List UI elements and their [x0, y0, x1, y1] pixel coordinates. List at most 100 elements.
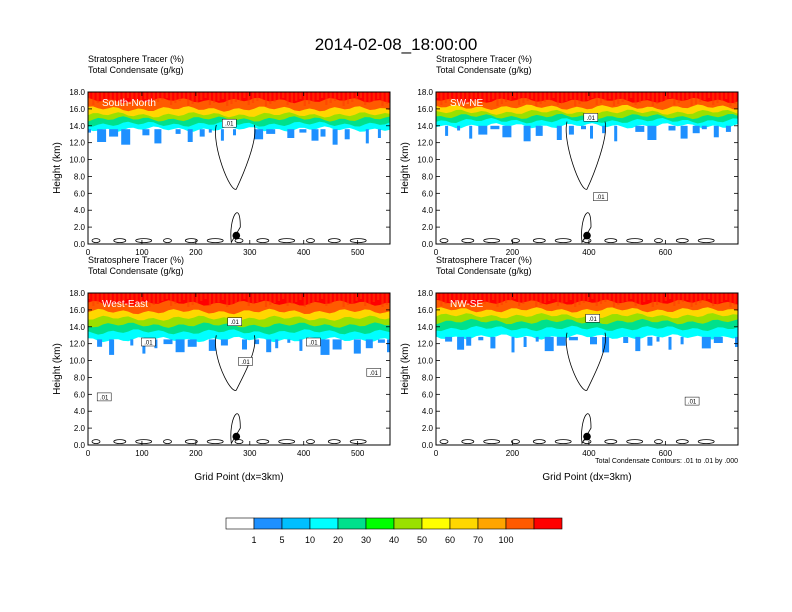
tracer-drip [581, 125, 586, 130]
tracer-streak [161, 293, 164, 301]
contour-line [230, 212, 241, 244]
tracer-streak [152, 293, 155, 305]
tracer-streak [440, 293, 443, 306]
tracer-streak [582, 92, 585, 102]
tracer-streak [677, 92, 680, 103]
tracer-streak [247, 92, 250, 105]
contour-label-box [227, 317, 242, 326]
tracer-streak [213, 293, 216, 304]
x-tick-label: 100 [135, 449, 149, 458]
tracer-streak [677, 293, 680, 304]
tracer-streak [260, 92, 263, 99]
contour-label: .01 [309, 341, 318, 347]
contour-line [234, 238, 244, 244]
contour-line [91, 439, 101, 445]
x-tick-label: 400 [297, 449, 311, 458]
tracer-drip [208, 129, 212, 133]
contour-label: .01 [225, 122, 234, 128]
y-tick-label: 12.0 [69, 340, 85, 349]
tracer-drip [469, 125, 473, 139]
y-tick-label: 0.0 [422, 240, 434, 249]
tracer-streak [707, 92, 710, 98]
panel-name: NW-SE [450, 299, 483, 310]
tracer-streak [647, 92, 650, 99]
panel-subtitle: Stratosphere Tracer (%) [88, 255, 184, 265]
tracer-streak [321, 293, 324, 299]
tracer-streak [487, 92, 490, 101]
tracer-streak [526, 293, 529, 302]
tracer-streak [381, 92, 384, 106]
y-tick-label: 18.0 [417, 289, 433, 298]
tracer-streak [161, 92, 164, 100]
tracer-streak [483, 92, 486, 103]
y-tick-label: 0.0 [422, 441, 434, 450]
tracer-streak [552, 293, 555, 299]
tracer-streak [656, 92, 659, 104]
tracer-streak [239, 92, 242, 100]
tracer-streak [269, 293, 272, 305]
tracer-drip [121, 129, 131, 145]
contour-line [113, 439, 127, 445]
location-marker [583, 231, 591, 240]
tracer-drip [365, 129, 369, 144]
tracer-streak [286, 92, 289, 105]
contour-label-box [583, 113, 599, 122]
tracer-streak [694, 293, 698, 305]
y-tick-label: 0.0 [74, 441, 86, 450]
colorbar-swatch [309, 517, 339, 530]
contour-line [532, 238, 546, 244]
tracer-drip [445, 125, 449, 136]
tracer-streak [195, 293, 199, 303]
contour-line [135, 439, 153, 445]
tracer-streak [105, 293, 108, 300]
tracer-streak [118, 92, 121, 102]
contour-line [511, 238, 520, 244]
tracer-streak [604, 92, 607, 101]
panel-subtitle: Total Condensate (g/kg) [88, 266, 184, 276]
tracer-drip [466, 336, 472, 346]
tracer-drip [187, 339, 197, 347]
tracer-streak [634, 293, 637, 306]
y-tick-label: 2.0 [422, 424, 434, 433]
tracer-drip [668, 336, 672, 350]
tracer-streak [444, 293, 447, 304]
tracer-streak [239, 293, 242, 301]
tracer-streak [351, 293, 354, 303]
tracer-streak [595, 92, 598, 105]
tracer-streak [139, 92, 142, 101]
y-tick-label: 8.0 [422, 373, 434, 382]
tracer-streak [505, 92, 508, 102]
contour-line [278, 439, 296, 445]
contour-line [206, 439, 224, 445]
tracer-streak [200, 92, 203, 100]
tracer-streak [638, 92, 641, 103]
colorbar-swatch [477, 517, 507, 530]
tracer-streak [299, 293, 302, 300]
tracer-streak [139, 293, 142, 302]
tracer-drip [97, 129, 107, 142]
tracer-drip [377, 129, 381, 138]
tracer-streak [273, 92, 276, 102]
tracer-streak [487, 293, 490, 302]
colorbar-swatch [421, 517, 451, 530]
y-tick-label: 16.0 [69, 105, 85, 114]
contour-label-box [141, 337, 156, 347]
contour-line [234, 439, 244, 445]
tracer-streak [135, 293, 138, 304]
tracer-streak [513, 92, 516, 98]
tracer-streak [539, 92, 542, 104]
tracer-drip [332, 129, 338, 145]
colorbar-swatch [449, 517, 479, 530]
contour-line [654, 238, 663, 244]
tracer-streak [453, 293, 456, 300]
tracer-streak [686, 293, 689, 300]
tracer-drip [320, 129, 326, 137]
tracer-streak [569, 92, 572, 99]
tracer-streak [338, 92, 341, 99]
tracer-streak [109, 92, 112, 106]
tracer-streak [148, 293, 151, 307]
tracer-drip [701, 125, 707, 130]
contour-line [439, 439, 449, 445]
contour-label: .01 [587, 116, 596, 122]
tracer-streak [436, 92, 439, 98]
